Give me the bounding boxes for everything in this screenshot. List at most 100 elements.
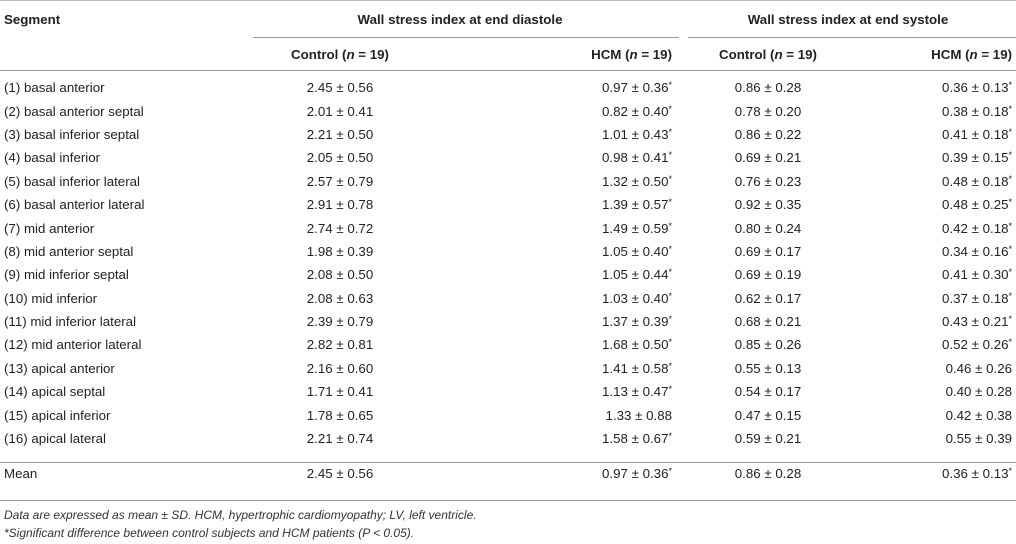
significance-asterisk: * bbox=[668, 267, 672, 278]
control-diastole-cell: 2.08 ± 0.63 bbox=[306, 290, 374, 306]
hcm-systole-header: HCM (n = 19) bbox=[931, 46, 1013, 62]
segment-cell: (7) mid anterior bbox=[4, 220, 95, 236]
wall-stress-table: Segment Wall stress index at end diastol… bbox=[0, 0, 1016, 492]
hcm-diastole-cell: 0.82 ± 0.40* bbox=[602, 103, 672, 119]
header-row-columns: Control (n = 19) HCM (n = 19) Control (n… bbox=[0, 38, 1016, 70]
segment-header: Segment bbox=[4, 11, 61, 27]
segment-cell: (10) mid inferior bbox=[4, 290, 98, 306]
systole-group-header: Wall stress index at end systole bbox=[747, 11, 949, 27]
table-row: (11) mid inferior lateral 2.39 ± 0.79 1.37… bbox=[0, 310, 1016, 333]
significance-asterisk: * bbox=[1008, 220, 1013, 231]
hcm-diastole-cell: 1.05 ± 0.40* bbox=[602, 243, 672, 259]
control-diastole-cell: 1.78 ± 0.65 bbox=[306, 407, 374, 423]
table-row: (7) mid anterior 2.74 ± 0.72 1.49 ± 0.59* 0… bbox=[0, 216, 1016, 239]
significance-asterisk: * bbox=[668, 465, 672, 476]
hcm-diastole-cell: 1.13 ± 0.47* bbox=[602, 384, 672, 400]
control-systole-cell: 0.55 ± 0.13 bbox=[734, 360, 802, 376]
segment-cell: (1) basal anterior bbox=[4, 80, 105, 96]
significance-asterisk: * bbox=[668, 384, 672, 395]
hcm-systole-cell: 0.46 ± 0.26 bbox=[945, 360, 1013, 376]
mean-label: Mean bbox=[4, 465, 38, 481]
control-systole-header: Control (n = 19) bbox=[719, 46, 817, 62]
control-systole-cell: 0.59 ± 0.21 bbox=[734, 431, 802, 447]
significance-asterisk: * bbox=[668, 103, 672, 114]
mean-control-diastole: 2.45 ± 0.56 bbox=[306, 465, 374, 481]
control-systole-cell: 0.47 ± 0.15 bbox=[734, 407, 802, 423]
hcm-diastole-cell: 1.32 ± 0.50* bbox=[602, 173, 672, 189]
control-systole-cell: 0.78 ± 0.20 bbox=[734, 103, 802, 119]
segment-cell: (5) basal inferior lateral bbox=[4, 173, 140, 189]
significance-asterisk: * bbox=[668, 150, 672, 161]
table-row: (16) apical lateral 2.21 ± 0.74 1.58 ± 0.6… bbox=[0, 427, 1016, 450]
hcm-systole-cell: 0.36 ± 0.13* bbox=[942, 80, 1013, 96]
segment-cell: (12) mid anterior lateral bbox=[4, 337, 142, 353]
control-systole-cell: 0.62 ± 0.17 bbox=[734, 290, 802, 306]
top-rule bbox=[0, 0, 1016, 1]
control-diastole-cell: 2.57 ± 0.79 bbox=[306, 173, 374, 189]
hcm-systole-cell: 0.34 ± 0.16* bbox=[942, 243, 1013, 259]
control-diastole-cell: 2.08 ± 0.50 bbox=[306, 267, 374, 283]
mean-top-rule bbox=[0, 462, 1016, 463]
control-systole-cell: 0.85 ± 0.26 bbox=[734, 337, 802, 353]
significance-asterisk: * bbox=[1008, 465, 1013, 476]
segment-cell: (8) mid anterior septal bbox=[4, 243, 134, 259]
hcm-diastole-cell: 1.58 ± 0.67* bbox=[602, 431, 672, 447]
table-row: (10) mid inferior 2.08 ± 0.63 1.03 ± 0.40*… bbox=[0, 287, 1016, 310]
significance-asterisk: * bbox=[668, 220, 672, 231]
hcm-diastole-cell: 1.49 ± 0.59* bbox=[602, 220, 672, 236]
significance-asterisk: * bbox=[1008, 103, 1013, 114]
hcm-diastole-cell: 1.01 ± 0.43* bbox=[602, 126, 672, 142]
hcm-systole-cell: 0.37 ± 0.18* bbox=[942, 290, 1013, 306]
segment-cell: (14) apical septal bbox=[4, 384, 106, 400]
header-row-groups: Segment Wall stress index at end diastol… bbox=[0, 0, 1016, 38]
hcm-systole-cell: 0.43 ± 0.21* bbox=[942, 314, 1013, 330]
significance-asterisk: * bbox=[668, 243, 672, 254]
hcm-diastole-cell: 1.39 ± 0.57* bbox=[602, 197, 672, 213]
hcm-diastole-cell: 0.97 ± 0.36* bbox=[602, 80, 672, 96]
mean-control-systole: 0.86 ± 0.28 bbox=[734, 465, 802, 481]
control-systole-cell: 0.86 ± 0.28 bbox=[734, 80, 802, 96]
table-row: (12) mid anterior lateral 2.82 ± 0.81 1.68… bbox=[0, 333, 1016, 356]
table-row: (8) mid anterior septal 1.98 ± 0.39 1.05 ±… bbox=[0, 240, 1016, 263]
control-diastole-cell: 2.21 ± 0.74 bbox=[306, 431, 374, 447]
control-diastole-cell: 2.91 ± 0.78 bbox=[306, 197, 374, 213]
control-systole-cell: 0.69 ± 0.21 bbox=[734, 150, 802, 166]
table-row: (9) mid inferior septal 2.08 ± 0.50 1.05 ±… bbox=[0, 263, 1016, 286]
control-diastole-cell: 1.98 ± 0.39 bbox=[306, 243, 374, 259]
significance-asterisk: * bbox=[668, 431, 672, 442]
hcm-systole-cell: 0.48 ± 0.18* bbox=[942, 173, 1013, 189]
table-row: (1) basal anterior 2.45 ± 0.56 0.97 ± 0.36… bbox=[0, 76, 1016, 99]
control-systole-cell: 0.76 ± 0.23 bbox=[734, 173, 802, 189]
significance-asterisk: * bbox=[1008, 243, 1013, 254]
hcm-systole-cell: 0.40 ± 0.28 bbox=[945, 384, 1013, 400]
table-row: (14) apical septal 1.71 ± 0.41 1.13 ± 0.47… bbox=[0, 380, 1016, 403]
significance-asterisk: * bbox=[1008, 337, 1013, 348]
hcm-systole-cell: 0.42 ± 0.38 bbox=[945, 407, 1013, 423]
control-systole-cell: 0.69 ± 0.17 bbox=[734, 243, 802, 259]
significance-asterisk: * bbox=[668, 173, 672, 184]
diastole-group-rule bbox=[253, 37, 679, 38]
segment-cell: (6) basal anterior lateral bbox=[4, 197, 145, 213]
segment-cell: (4) basal inferior bbox=[4, 150, 101, 166]
table-row: (6) basal anterior lateral 2.91 ± 0.78 1.3… bbox=[0, 193, 1016, 216]
mean-row: Mean 2.45 ± 0.56 0.97 ± 0.36* 0.86 ± 0.2… bbox=[0, 454, 1016, 492]
footnote-abbreviations: Data are expressed as mean ± SD. HCM, hy… bbox=[4, 508, 477, 522]
significance-asterisk: * bbox=[1008, 197, 1013, 208]
significance-asterisk: * bbox=[1008, 267, 1013, 278]
hcm-systole-cell: 0.55 ± 0.39 bbox=[945, 431, 1013, 447]
segment-cell: (2) basal anterior septal bbox=[4, 103, 144, 119]
control-systole-cell: 0.69 ± 0.19 bbox=[734, 267, 802, 283]
control-diastole-cell: 2.05 ± 0.50 bbox=[306, 150, 374, 166]
significance-asterisk: * bbox=[668, 314, 672, 325]
significance-asterisk: * bbox=[668, 197, 672, 208]
significance-asterisk: * bbox=[668, 290, 672, 301]
control-diastole-cell: 2.21 ± 0.50 bbox=[306, 126, 374, 142]
control-systole-cell: 0.80 ± 0.24 bbox=[734, 220, 802, 236]
control-diastole-cell: 2.39 ± 0.79 bbox=[306, 314, 374, 330]
significance-asterisk: * bbox=[1008, 150, 1013, 161]
significance-asterisk: * bbox=[668, 126, 672, 137]
hcm-diastole-cell: 1.03 ± 0.40* bbox=[602, 290, 672, 306]
control-systole-cell: 0.54 ± 0.17 bbox=[734, 384, 802, 400]
table-body: (1) basal anterior 2.45 ± 0.56 0.97 ± 0.36… bbox=[0, 76, 1016, 450]
